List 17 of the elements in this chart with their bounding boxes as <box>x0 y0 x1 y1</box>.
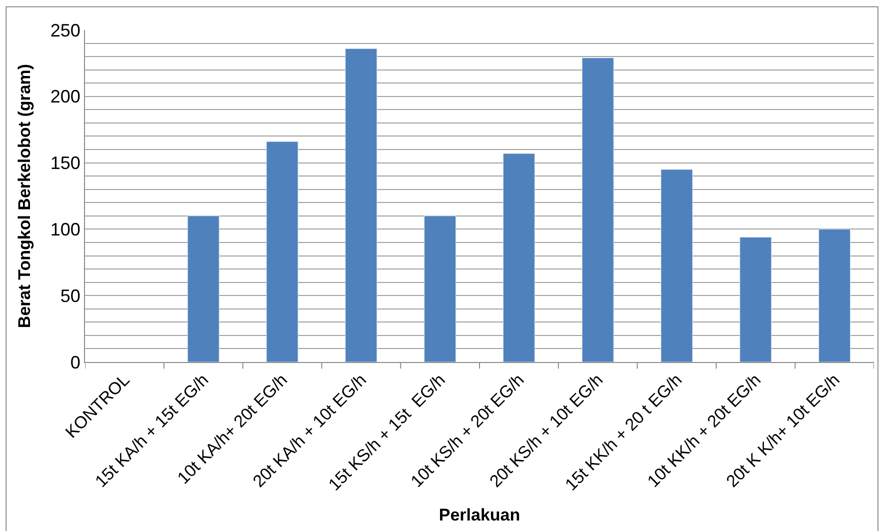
bar <box>345 48 378 362</box>
y-tick-label: 50 <box>60 286 80 306</box>
bar <box>187 216 220 362</box>
y-tick-label: 0 <box>70 352 80 372</box>
y-tick-label: 200 <box>50 86 80 107</box>
y-tick-label: 250 <box>50 20 80 40</box>
bar <box>582 58 614 362</box>
bar <box>424 216 456 362</box>
bar <box>660 169 693 362</box>
bar <box>740 236 772 362</box>
bar <box>818 228 851 362</box>
y-tick-label: 150 <box>50 153 80 174</box>
x-axis-title: Perlakuan <box>438 506 520 525</box>
y-tick-label: 100 <box>50 220 80 240</box>
y-axis-title: Berat Tongkol Berkelobot (gram) <box>14 64 34 328</box>
bar <box>502 153 535 362</box>
bar <box>266 141 298 362</box>
